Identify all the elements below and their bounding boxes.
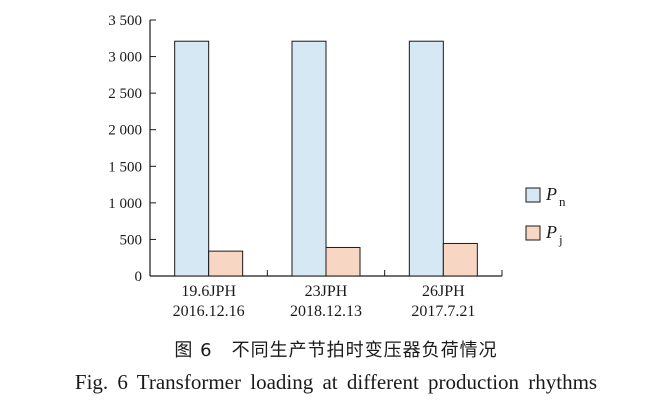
x-tick-label: 2018.12.13: [290, 303, 362, 320]
legend-swatch: [525, 225, 541, 241]
x-tick-label: 26JPH: [422, 283, 465, 300]
legend-swatch: [525, 187, 541, 203]
x-tick-label: 2016.12.16: [173, 303, 245, 320]
figure-caption-chinese: 图 6 不同生产节拍时变压器负荷情况: [174, 340, 498, 361]
bar: [408, 40, 444, 277]
y-tick-label: 1 000: [108, 196, 142, 212]
bar: [208, 250, 244, 277]
bar: [174, 40, 210, 277]
y-tick-label: 2 500: [108, 86, 142, 102]
x-tick-label: 2017.7.21: [411, 303, 475, 320]
x-tick-label: 19.6JPH: [181, 283, 236, 300]
y-tick-label: 3 500: [108, 13, 142, 29]
x-axis-labels: 19.6JPH 2016.12.16 23JPH 2018.12.13 26JPH 201…: [173, 283, 476, 320]
figure-caption-english: Fig. 6 Transformer loading at different …: [74, 370, 598, 394]
bar: [291, 40, 327, 277]
y-tick-label: 0: [135, 269, 143, 285]
y-tick-label: 2 000: [108, 123, 142, 139]
y-tick-label: 500: [120, 232, 143, 248]
axes: 0 500 1 000 1 500 2 000 2 500 3 000 3 500: [108, 13, 503, 285]
y-tick-label: 3 000: [108, 50, 142, 66]
bars: [174, 40, 478, 277]
x-tick-label: 23JPH: [305, 283, 348, 300]
bar: [325, 246, 361, 277]
bar: [442, 242, 478, 277]
bar-chart: 0 500 1 000 1 500 2 000 2 500 3 000 3 500 19.6J…: [108, 13, 566, 320]
y-tick-label: 1 500: [108, 159, 142, 175]
